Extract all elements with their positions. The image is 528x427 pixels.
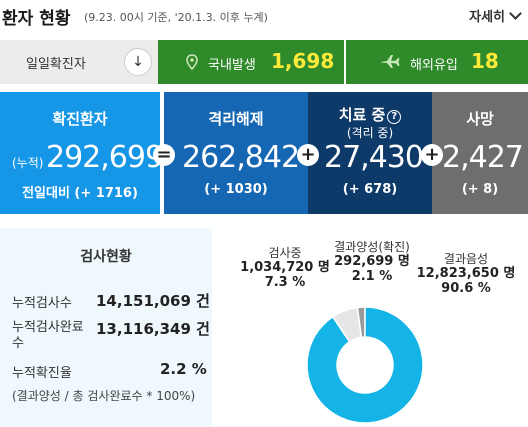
pie-label-positive: 결과양성(확진) 292,699 명 2.1 % — [326, 240, 418, 284]
released-delta: (+ 1030) — [204, 182, 268, 197]
confirmed-delta: 전일대비 (+ 1716) — [22, 186, 138, 201]
daily-label-box: 일일확진자 ↓ — [0, 40, 158, 84]
more-label: 자세히 — [469, 10, 505, 25]
confirmed-value: 292,699 — [46, 140, 164, 175]
page-header: 환자 현황 (9.23. 00시 기준, '20.1.3. 이후 누계) 자세히 — [0, 0, 528, 34]
testing-panel: 검사현황 누적검사수 14,151,069 건 누적검사완료수 13,116,3… — [0, 228, 212, 427]
pie-label-name: 검사중 — [268, 246, 302, 260]
daily-label: 일일확진자 — [26, 57, 86, 72]
pie-label-pct: 90.6 % — [441, 281, 491, 296]
plus-operator: + — [421, 144, 443, 166]
released-value: 262,842 — [182, 140, 300, 175]
down-arrow-icon[interactable]: ↓ — [124, 48, 152, 76]
confirmed-title: 확진환자 — [52, 110, 108, 128]
pie-label-testing: 검사중 1,034,720 명 7.3 % — [240, 246, 330, 290]
testing-row-value: 14,151,069 건 — [96, 292, 210, 310]
testing-row-value: 2.2 % — [160, 360, 207, 378]
treating-delta: (+ 678) — [342, 182, 398, 197]
treating-box: 치료 중? (격리 중) 27,430 (+ 678) — [308, 92, 432, 214]
treating-subtitle: (격리 중) — [346, 126, 394, 140]
testing-row-label: 누적확진율 — [12, 366, 72, 381]
stats-panel: 확진환자 (누적) 292,699 전일대비 (+ 1716) 격리해제 262… — [0, 92, 528, 214]
testing-section: 검사현황 누적검사수 14,151,069 건 누적검사완료수 13,116,3… — [0, 228, 528, 427]
released-box: 격리해제 262,842 (+ 1030) — [164, 92, 308, 214]
plus-operator: + — [297, 144, 319, 166]
deaths-delta: (+ 8) — [461, 182, 499, 197]
daily-confirmed-bar: 일일확진자 ↓ 국내발생 1,698 해외유입 18 — [0, 40, 528, 84]
testing-row-label: 누적검사완료수 — [12, 320, 84, 351]
confirmed-box: 확진환자 (누적) 292,699 전일대비 (+ 1716) — [0, 92, 164, 214]
help-icon[interactable]: ? — [387, 110, 402, 124]
confirmed-prefix: (누적) — [12, 156, 44, 170]
pie-label-negative: 결과음성 12,823,650 명 90.6 % — [410, 252, 522, 296]
overseas-value: 18 — [471, 49, 499, 73]
domestic-box: 국내발생 1,698 — [158, 40, 344, 84]
overseas-box: 해외유입 18 — [346, 40, 528, 84]
overseas-label: 해외유입 — [410, 58, 458, 73]
pie-label-name: 결과양성(확진) — [334, 240, 410, 254]
deaths-box: 사망 2,427 (+ 8) — [432, 92, 528, 214]
pie-label-count: 12,823,650 명 — [416, 266, 516, 281]
treating-value: 27,430 — [324, 140, 424, 175]
equals-operator: = — [153, 144, 175, 166]
pie-label-name: 결과음성 — [443, 252, 489, 266]
location-pin-icon — [186, 54, 198, 74]
domestic-label: 국내발생 — [208, 58, 256, 73]
airplane-icon — [380, 53, 400, 73]
chevron-right-icon — [509, 7, 522, 20]
pie-label-pct: 2.1 % — [351, 269, 393, 284]
deaths-value: 2,427 — [442, 140, 524, 175]
testing-row-value: 13,116,349 건 — [96, 320, 210, 338]
domestic-value: 1,698 — [271, 49, 335, 73]
released-title: 격리해제 — [208, 110, 264, 128]
pie-label-count: 1,034,720 명 — [240, 260, 330, 275]
treating-title: 치료 중 — [338, 106, 386, 124]
donut-chart — [306, 306, 424, 424]
more-link[interactable]: 자세히 — [469, 6, 522, 25]
testing-title: 검사현황 — [80, 249, 132, 265]
pie-label-count: 292,699 명 — [334, 254, 410, 269]
deaths-title: 사망 — [466, 110, 494, 128]
pie-label-pct: 7.3 % — [264, 275, 306, 290]
page-subtitle: (9.23. 00시 기준, '20.1.3. 이후 누계) — [84, 11, 268, 24]
testing-pie-chart: 검사중 1,034,720 명 7.3 % 결과양성(확진) 292,699 명… — [214, 228, 528, 427]
pie-slice-negative — [306, 306, 424, 424]
page-title: 환자 현황 — [2, 9, 71, 29]
testing-row-label: 누적검사수 — [12, 296, 72, 311]
testing-note: (결과양성 / 총 검사완료수 * 100%) — [12, 389, 196, 403]
